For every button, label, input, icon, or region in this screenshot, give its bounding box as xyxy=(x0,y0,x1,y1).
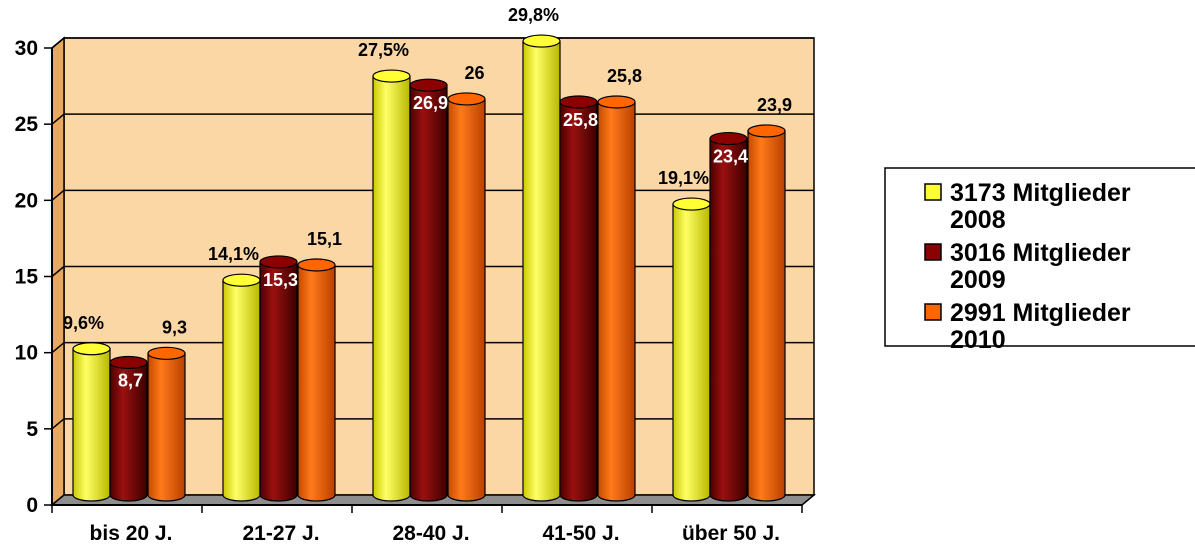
bar xyxy=(672,197,711,502)
bar xyxy=(372,69,411,502)
y-tick-label: 0 xyxy=(26,494,38,517)
bar-body xyxy=(372,75,411,502)
bar xyxy=(297,258,336,502)
x-category-label: 28-40 J. xyxy=(392,522,469,545)
data-label: 15,1 xyxy=(307,229,342,249)
y-tick-label: 25 xyxy=(15,113,39,136)
bar-top xyxy=(409,78,448,92)
x-category-label: über 50 J. xyxy=(682,522,780,545)
bar-top xyxy=(559,95,598,109)
bar-top xyxy=(747,124,786,138)
legend-swatch xyxy=(924,243,942,261)
legend-label: 2991 Mitglieder 2010 xyxy=(950,299,1131,354)
gridline-side xyxy=(51,418,65,430)
gridline-side xyxy=(51,189,65,201)
gridline-side xyxy=(51,265,65,278)
bar xyxy=(409,78,448,502)
bar xyxy=(522,34,561,502)
x-category-label: 21-27 J. xyxy=(242,522,319,545)
legend-swatch xyxy=(924,303,942,321)
y-tick-label: 20 xyxy=(15,189,38,212)
data-label: 26,9 xyxy=(413,93,448,113)
bar-body xyxy=(409,84,448,502)
gridline-side xyxy=(51,113,65,125)
bar-body xyxy=(522,40,561,502)
bar xyxy=(747,124,786,502)
bar-top xyxy=(147,346,186,360)
y-tick-label: 30 xyxy=(15,37,38,60)
data-label: 27,5% xyxy=(358,40,409,60)
data-label: 14,1% xyxy=(208,244,259,264)
bar-top xyxy=(259,255,298,269)
bar xyxy=(259,255,298,502)
bar-top xyxy=(372,69,411,83)
x-category-label: bis 20 J. xyxy=(90,522,173,545)
data-label: 26 xyxy=(464,63,484,83)
bar-top xyxy=(447,92,486,106)
gridline-side xyxy=(51,37,65,49)
data-label: 9,6% xyxy=(63,313,104,333)
bar xyxy=(109,355,148,502)
bar-body xyxy=(109,361,148,502)
data-label: 9,3 xyxy=(162,317,187,337)
bar-body xyxy=(259,261,298,502)
bar-body xyxy=(147,352,186,502)
bar-body xyxy=(447,98,486,502)
bar-top xyxy=(672,197,711,211)
bar-body xyxy=(709,137,748,502)
data-label: 29,8% xyxy=(508,5,559,25)
bar-top xyxy=(222,273,261,287)
data-label: 8,7 xyxy=(118,370,143,390)
legend-label: 3173 Mitglieder 2008 xyxy=(950,179,1131,234)
bar-body xyxy=(559,101,598,502)
bar-top xyxy=(597,95,636,109)
bar-body xyxy=(222,279,261,502)
bar-top xyxy=(109,355,148,370)
data-label: 15,3 xyxy=(263,270,298,290)
bar-top xyxy=(297,258,336,272)
y-tick-label: 15 xyxy=(15,266,39,289)
bar xyxy=(447,92,486,502)
bar xyxy=(147,346,186,502)
bar-body xyxy=(297,264,336,502)
data-label: 25,8 xyxy=(563,110,598,130)
data-label: 25,8 xyxy=(607,66,642,86)
bar-top xyxy=(709,131,748,146)
bar xyxy=(559,95,598,502)
data-label: 23,9 xyxy=(757,95,792,115)
bar-top xyxy=(72,342,111,356)
bar-body xyxy=(747,130,786,502)
bar-body xyxy=(672,203,711,502)
gridline-side xyxy=(51,342,65,354)
bar-body xyxy=(72,348,111,502)
x-category-label: 41-50 J. xyxy=(542,522,619,545)
bar xyxy=(597,95,636,502)
legend-label: 3016 Mitglieder 2009 xyxy=(950,239,1131,294)
y-tick-label: 10 xyxy=(15,342,38,365)
bar-body xyxy=(597,101,636,502)
data-label: 19,1% xyxy=(658,168,709,188)
legend-swatch xyxy=(924,183,942,201)
bar-top xyxy=(522,34,561,48)
bar xyxy=(709,131,748,502)
data-label: 23,4 xyxy=(713,147,748,167)
y-tick-label: 5 xyxy=(26,418,38,441)
bar xyxy=(72,342,111,502)
bar xyxy=(222,273,261,502)
